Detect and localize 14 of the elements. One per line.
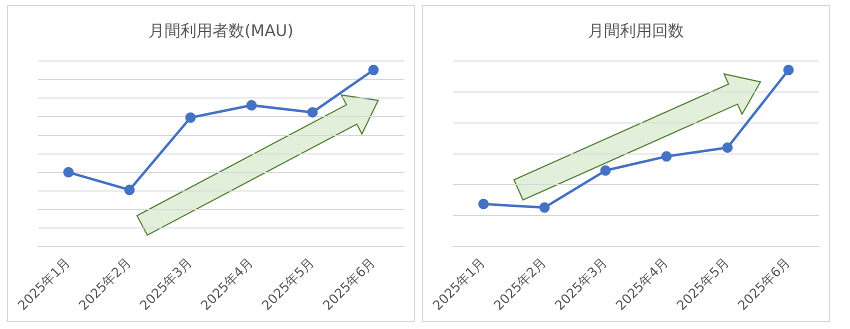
point (368, 64, 379, 76)
point (307, 107, 318, 118)
point (539, 202, 550, 213)
point (722, 142, 733, 153)
point (185, 112, 196, 123)
chart-title: 月間利用回数 (588, 20, 684, 40)
chart-title: 月間利用者数(MAU) (148, 20, 294, 40)
point (783, 64, 794, 76)
point (246, 100, 257, 111)
point (124, 184, 135, 196)
point (600, 165, 611, 176)
point (63, 167, 74, 178)
point (661, 151, 672, 162)
point (478, 198, 489, 210)
